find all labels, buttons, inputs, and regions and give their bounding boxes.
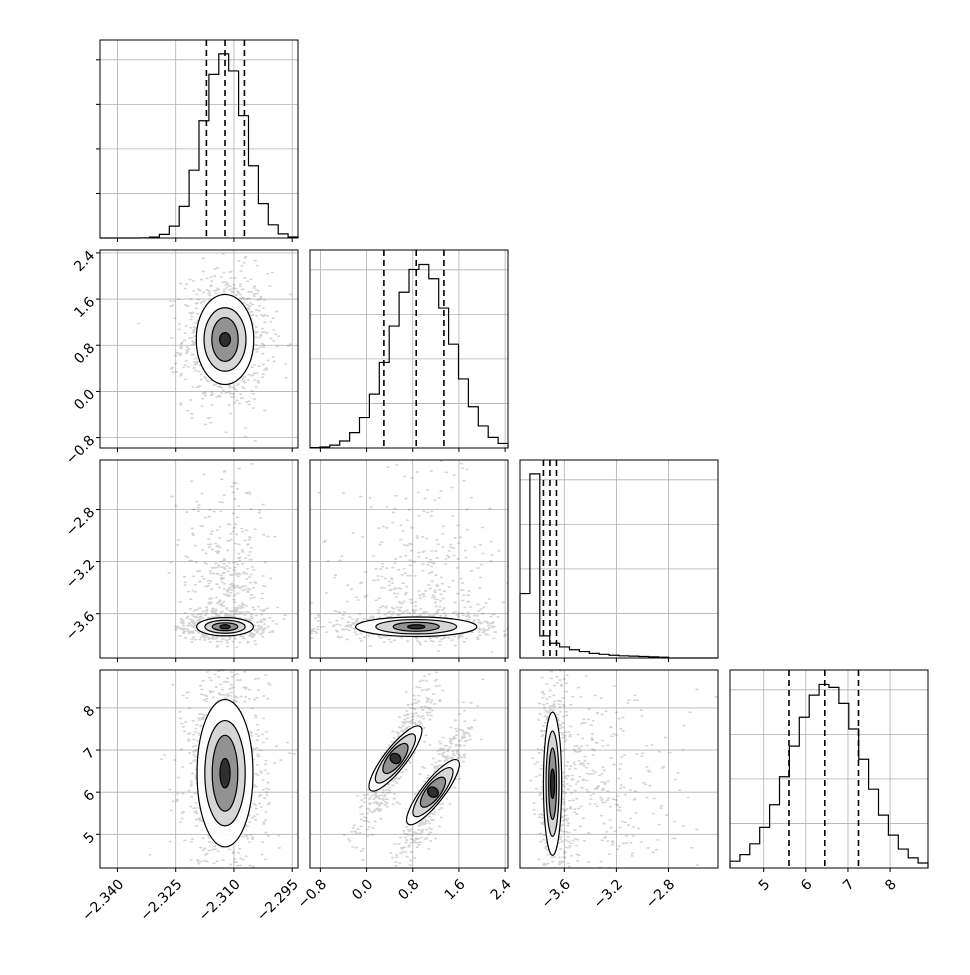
panel-content [529, 670, 718, 868]
y-tick-label: 7 [81, 745, 99, 763]
y-tick-label: 1.6 [71, 294, 98, 321]
histogram-step [100, 53, 299, 239]
x-tick-label: 6 [798, 876, 816, 894]
panel-frame [309, 249, 509, 449]
scatter-panel-2-0 [96, 459, 299, 662]
histogram-param-0 [96, 39, 299, 242]
scatter-panel-3-2 [519, 669, 719, 872]
histogram-param-2 [519, 459, 719, 662]
y-tick-label: −0.8 [63, 433, 98, 468]
x-tick-label: 0.8 [395, 876, 422, 903]
y-tick-label: −2.8 [63, 504, 98, 539]
histogram-step [309, 263, 509, 449]
panel-frame [99, 249, 299, 449]
panel-frame [309, 669, 509, 869]
y-tick-label: 0.8 [71, 340, 98, 367]
scatter-panel-3-1 [309, 669, 509, 872]
contour-level-0 [218, 331, 232, 348]
panel-content [137, 253, 293, 442]
y-tick-label: 8 [81, 703, 99, 721]
panel-frame [99, 39, 299, 239]
y-tick-label: 5 [81, 829, 99, 847]
contour-level-0 [389, 752, 402, 765]
x-tick-label: −2.8 [643, 876, 678, 911]
x-tick-label: −3.6 [539, 876, 574, 911]
histogram-param-3 [729, 669, 929, 872]
x-tick-label: −3.2 [591, 876, 626, 911]
y-tick-label: −3.6 [63, 609, 98, 644]
contour-level-0 [549, 768, 556, 800]
y-tick-label: −3.2 [63, 557, 98, 592]
panel-content [148, 670, 296, 868]
y-tick-label: 0.0 [71, 386, 98, 413]
x-tick-label: 7 [840, 876, 858, 894]
panel-frame [519, 459, 719, 659]
panel-frame [99, 669, 299, 869]
x-tick-label: 0.0 [349, 876, 376, 903]
x-tick-label: 5 [756, 876, 774, 894]
contour-level-0 [219, 757, 231, 789]
panel-content [167, 463, 287, 648]
x-tick-label: 8 [882, 876, 900, 894]
histogram-step [729, 683, 929, 868]
panel-content [342, 671, 485, 868]
scatter-panel-1-0 [96, 249, 299, 452]
x-tick-label: 1.6 [442, 876, 469, 903]
scatter-points [167, 463, 287, 648]
x-tick-label: −2.340 [79, 876, 127, 924]
x-tick-label: 2.4 [488, 876, 515, 903]
panel-frame [99, 459, 299, 659]
contour-level-0 [219, 624, 231, 630]
histogram-param-1 [309, 249, 509, 452]
panel-content [310, 460, 508, 653]
contour-level-0 [406, 624, 426, 630]
scatter-panel-3-0 [96, 669, 299, 872]
scatter-points [342, 671, 485, 868]
x-tick-label: −2.325 [138, 876, 186, 924]
panel-frame [729, 669, 929, 869]
x-tick-label: −0.8 [295, 876, 330, 911]
contour-level-0 [427, 786, 439, 798]
x-tick-label: −2.310 [196, 876, 244, 924]
scatter-panel-2-1 [309, 459, 509, 662]
y-tick-label: 6 [81, 787, 99, 805]
panel-frame [519, 669, 719, 869]
y-tick-label: 2.4 [71, 248, 98, 275]
panel-frame [309, 459, 509, 659]
